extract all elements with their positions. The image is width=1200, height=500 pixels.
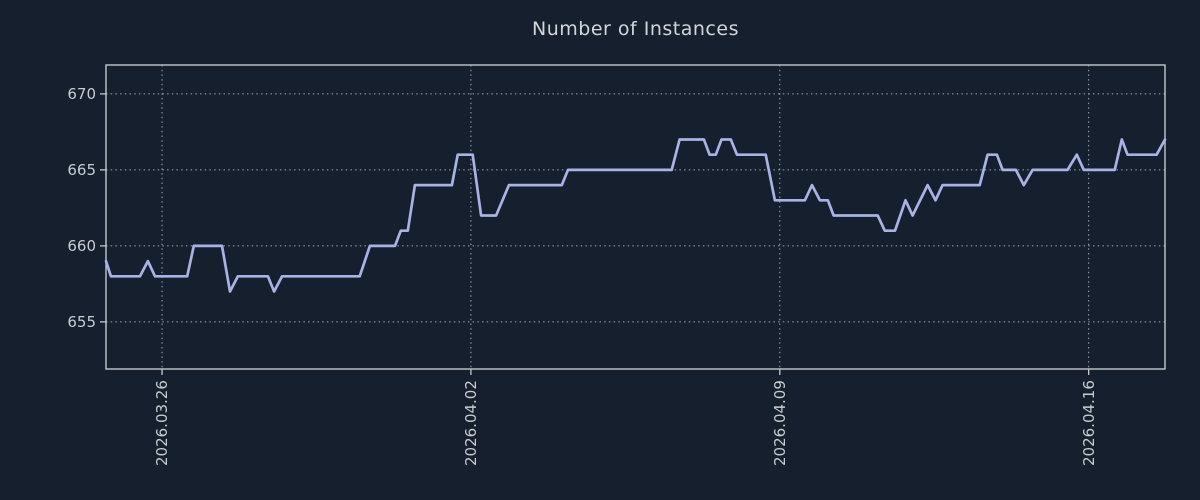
y-tick-label: 665	[67, 160, 96, 179]
y-tick-label: 670	[67, 84, 96, 103]
y-tick-label: 660	[67, 236, 96, 255]
chart-title: Number of Instances	[532, 18, 739, 40]
x-tick-label: 2026.04.09	[770, 380, 789, 466]
y-tick-label: 655	[67, 312, 96, 331]
x-tick-label: 2026.04.16	[1079, 380, 1098, 466]
plot-frame	[105, 64, 1166, 370]
x-tick-label: 2026.04.02	[461, 380, 480, 466]
series-line-instances	[104, 138, 1167, 293]
x-tick-label: 2026.03.26	[153, 380, 172, 466]
